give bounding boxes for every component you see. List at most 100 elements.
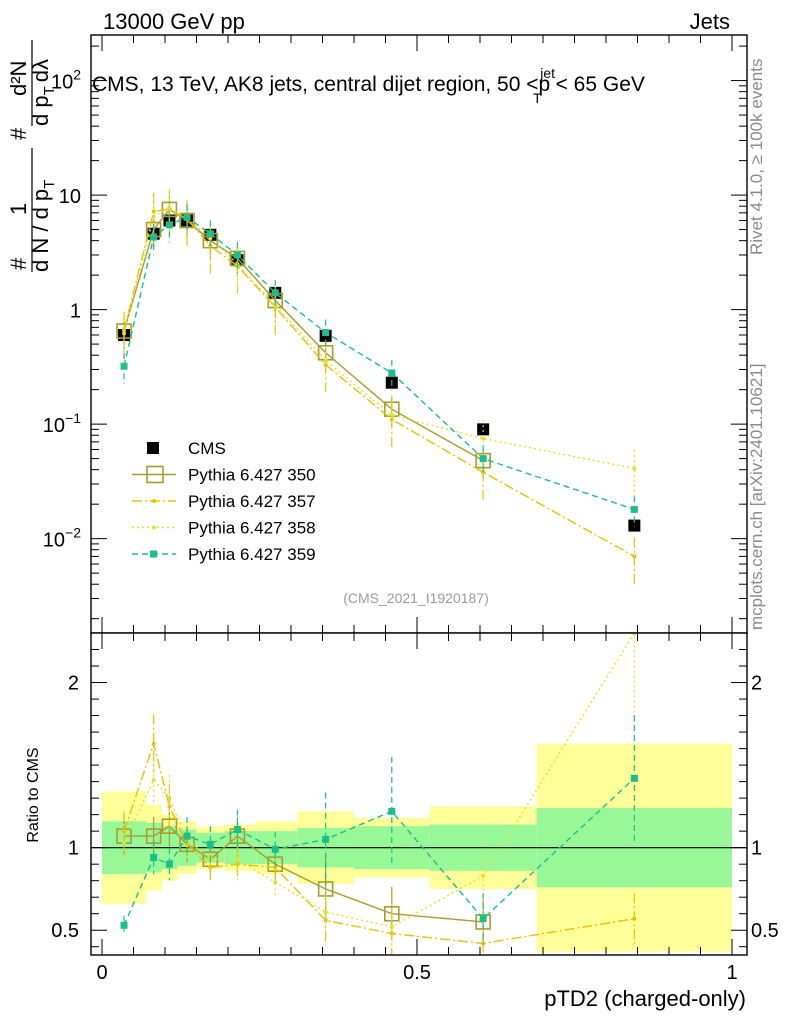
ratio-line-pythia-6-427-350 — [124, 825, 484, 923]
legend-marker — [150, 550, 157, 558]
legend-entry-pythia-6-427-358: Pythia 6.427 358 — [132, 519, 316, 538]
ratio-y-tick-label-right: 2 — [751, 673, 762, 695]
ratio-y-tick-label: 0.5 — [51, 920, 79, 942]
svg-text:d N / d pT: d N / d pT — [28, 180, 58, 272]
data-point — [165, 221, 173, 229]
ratio-data-point — [167, 796, 172, 801]
legend-marker — [146, 465, 164, 484]
y-tick-label: 10 — [59, 186, 81, 208]
data-point — [630, 505, 638, 513]
x-tick-label: 0 — [96, 962, 107, 984]
y-tick-label: 102 — [51, 67, 81, 94]
ratio-data-point — [273, 880, 278, 885]
main-plot-area — [91, 35, 747, 633]
data-point — [183, 213, 191, 221]
ratio-data-point — [388, 807, 396, 815]
svg-text:1: 1 — [6, 203, 31, 215]
ratio-series-pythia-6-427-358 — [122, 633, 637, 951]
data-point — [388, 369, 396, 377]
plot-title: CMS, 13 TeV, AK8 jets, central dijet reg… — [92, 65, 645, 106]
ratio-data-point — [479, 915, 487, 923]
series-line-pythia-6-427-350 — [123, 208, 484, 462]
ratio-axes: 0.5 0.5 1 1 2 2 0 0.5 1 — [51, 632, 779, 984]
data-point — [271, 289, 279, 297]
x-tick-label: 0.5 — [403, 962, 431, 984]
data-point — [323, 358, 328, 363]
legend-entry-cms: CMS — [147, 439, 226, 458]
data-point — [151, 209, 156, 214]
data-point — [167, 205, 172, 210]
ratio-line-pythia-6-427-359 — [123, 777, 635, 926]
ratio-data-point — [185, 842, 190, 847]
legend-marker — [147, 442, 159, 454]
legend-label: CMS — [188, 439, 226, 458]
main-series-layer — [116, 188, 641, 587]
ratio-data-point — [389, 924, 394, 929]
legend-marker — [152, 525, 156, 530]
series-line-pythia-6-427-357 — [123, 208, 635, 557]
legend-entry-pythia-6-427-357: Pythia 6.427 357 — [132, 492, 316, 511]
ratio-series-pythia-6-427-359 — [120, 715, 638, 945]
ratio-data-point — [150, 854, 158, 862]
y-tick-label: 1 — [70, 301, 81, 323]
ratio-data-point — [481, 873, 486, 878]
ratio-data-point — [389, 931, 394, 936]
side-label-mcplots: mcplots.cern.ch [arXiv:2401.10621] — [747, 364, 766, 630]
ratio-y-axis-label: Ratio to CMS — [25, 747, 42, 842]
ratio-data-point — [233, 826, 241, 834]
x-tick-label: 1 — [726, 962, 737, 984]
analysis-tag: (CMS_2021_I1920187) — [343, 590, 489, 606]
ratio-frame — [90, 632, 748, 956]
data-point — [322, 329, 330, 337]
data-point — [632, 554, 637, 559]
ratio-data-point — [183, 832, 191, 840]
data-point — [151, 214, 156, 219]
ratio-data-point — [235, 857, 240, 862]
ratio-data-point — [165, 860, 173, 868]
ratio-uncertainty-bands — [91, 633, 747, 955]
data-point — [628, 519, 641, 532]
legend-label: Pythia 6.427 359 — [188, 545, 316, 564]
data-point — [632, 466, 637, 471]
y-tick-label: 10−2 — [43, 525, 81, 552]
legend-label: Pythia 6.427 358 — [188, 519, 316, 538]
data-point — [150, 233, 158, 241]
y-tick-label: 10−1 — [43, 410, 81, 437]
ratio-data-point — [122, 840, 127, 845]
ratio-data-point — [630, 774, 638, 782]
data-point — [477, 423, 490, 436]
data-point — [206, 230, 214, 238]
svg-text:#: # — [6, 127, 31, 140]
svg-text:#: # — [6, 257, 31, 270]
legend: CMS Pythia 6.427 350 Pythia 6.427 357 Pythi… — [132, 439, 316, 564]
ratio-data-point — [323, 910, 328, 915]
data-point — [208, 236, 213, 241]
ratio-y-tick-label: 1 — [68, 838, 79, 860]
legend-label: Pythia 6.427 357 — [188, 492, 316, 511]
ratio-data-point — [208, 865, 213, 870]
ratio-y-tick-label: 2 — [68, 673, 79, 695]
ratio-data-point — [120, 921, 128, 929]
header-left: 13000 GeV pp — [103, 9, 245, 34]
data-point — [481, 436, 486, 441]
series-pythia-6-427-359 — [120, 204, 638, 528]
legend-entry-pythia-6-427-359: Pythia 6.427 359 — [132, 545, 316, 564]
data-point — [122, 331, 127, 336]
ratio-data-point — [271, 845, 279, 853]
data-point — [389, 417, 394, 422]
data-point — [479, 455, 487, 463]
series-line-pythia-6-427-358 — [123, 206, 635, 470]
ratio-data-point — [206, 840, 214, 848]
ratio-data-point — [273, 865, 278, 870]
data-point — [481, 470, 486, 475]
ratio-y-tick-label-right: 1 — [751, 838, 762, 860]
svg-text:d²N: d²N — [6, 61, 31, 96]
ratio-series-layer — [116, 633, 638, 955]
y-axis-label: # 1 d N / d pT # d²N d pTdλ — [6, 40, 58, 272]
svg-text:d pTdλ: d pTdλ — [28, 59, 58, 126]
data-point — [389, 413, 394, 418]
legend-marker — [152, 499, 156, 503]
data-point — [323, 362, 328, 367]
ratio-data-point — [151, 741, 156, 746]
